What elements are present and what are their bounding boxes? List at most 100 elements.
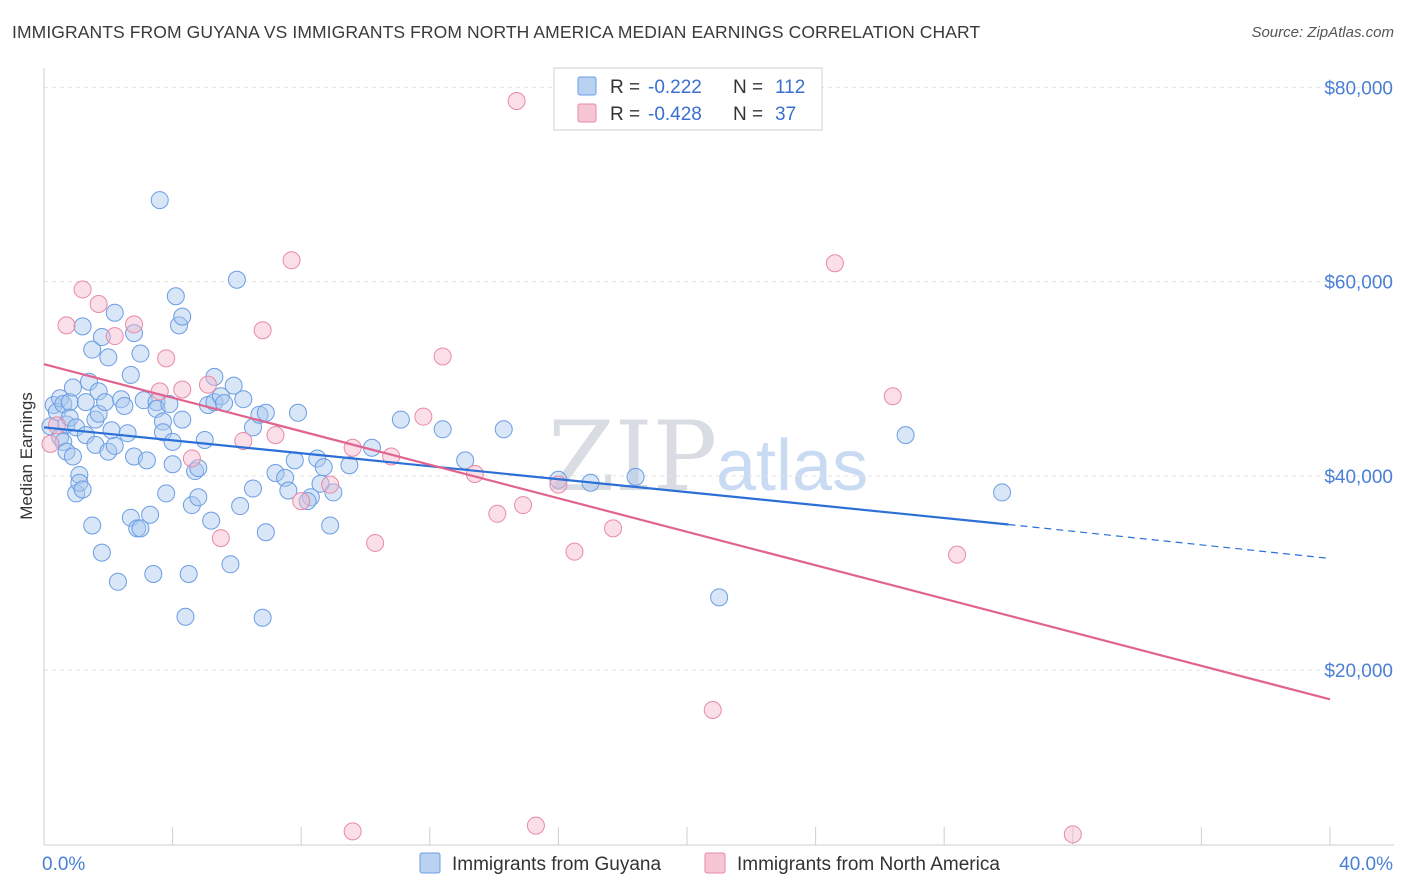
guyana-point-12 [63, 378, 82, 397]
north-america-point-27 [514, 496, 533, 515]
north-america-point-2 [57, 316, 76, 335]
guyana-point-70 [195, 430, 214, 449]
north-america-point-26 [507, 92, 526, 111]
north-america-point-23 [433, 347, 452, 366]
guyana-point-97 [321, 516, 340, 535]
guyana-point-36 [108, 572, 127, 591]
north-america-point-14 [253, 321, 272, 340]
guyana-point-60 [166, 287, 185, 306]
north-america-point-6 [125, 315, 144, 334]
north-america-point-0 [41, 434, 60, 453]
north-america-point-11 [198, 375, 217, 394]
legend-r-label-1: R = [610, 77, 640, 98]
guyana-point-78 [224, 376, 243, 395]
guyana-point-31 [99, 348, 118, 367]
series-north-america-points [41, 92, 1082, 844]
y-tick-label-2: $60,000 [1324, 273, 1393, 294]
guyana-point-34 [105, 436, 124, 455]
guyana-point-57 [160, 395, 179, 414]
y-tick-label-1: $40,000 [1324, 467, 1393, 488]
guyana-point-79 [227, 270, 246, 289]
stats-legend: R = -0.222 N = 112 R = -0.428 N = 37 [553, 67, 823, 131]
guyana-point-80 [231, 497, 250, 516]
guyana-point-77 [221, 555, 240, 574]
trend-line-guyana [43, 426, 1009, 526]
guyana-point-15 [70, 465, 89, 484]
guyana-point-72 [202, 511, 221, 530]
north-america-point-36 [526, 816, 545, 835]
bottom-legend-label-north-america: Immigrants from North America [737, 854, 1000, 875]
guyana-point-64 [176, 607, 195, 626]
legend-swatch-north-america [577, 103, 597, 123]
north-america-point-31 [703, 700, 722, 719]
guyana-point-29 [92, 543, 111, 562]
y-axis-label: Median Earnings [17, 392, 36, 520]
guyana-point-101 [391, 410, 410, 429]
north-america-point-30 [604, 519, 623, 538]
legend-n-value-1: 112 [775, 77, 805, 98]
north-america-point-22 [414, 407, 433, 426]
guyana-point-18 [73, 317, 92, 336]
guyana-point-65 [179, 565, 198, 584]
guyana-point-107 [626, 467, 645, 486]
bottom-legend-swatch-north-america [704, 852, 726, 874]
guyana-point-40 [121, 365, 140, 384]
guyana-point-109 [896, 426, 915, 445]
guyana-point-92 [288, 403, 307, 422]
guyana-point-39 [118, 424, 137, 443]
north-america-point-29 [565, 542, 584, 561]
legend-n-label-1: N = [733, 77, 763, 98]
guyana-point-48 [137, 451, 156, 470]
guyana-point-86 [256, 403, 275, 422]
trend-line-north-america [43, 363, 1331, 701]
guyana-point-23 [83, 516, 102, 535]
guyana-point-90 [279, 481, 298, 500]
guyana-point-68 [189, 488, 208, 507]
guyana-point-99 [340, 456, 359, 475]
north-america-point-34 [948, 545, 967, 564]
gridlines [44, 86, 1394, 671]
north-america-point-15 [266, 426, 285, 445]
y-tick-labels: $20,000 $40,000 $60,000 $80,000 [1324, 78, 1393, 682]
guyana-point-28 [92, 328, 111, 347]
guyana-point-27 [89, 382, 108, 401]
guyana-point-110 [993, 483, 1012, 502]
north-america-point-32 [825, 254, 844, 273]
north-america-point-19 [343, 438, 362, 457]
guyana-point-20 [76, 393, 95, 412]
guyana-point-45 [131, 344, 150, 363]
x-ticks [43, 827, 1331, 845]
guyana-point-46 [131, 519, 150, 538]
guyana-point-26 [89, 404, 108, 423]
north-america-point-10 [182, 449, 201, 468]
guyana-point-17 [73, 480, 92, 499]
guyana-point-56 [157, 484, 176, 503]
guyana-point-55 [153, 423, 172, 442]
series-legend: Immigrants from Guyana Immigrants from N… [419, 852, 1000, 875]
guyana-point-11 [63, 447, 82, 466]
series-guyana-points [41, 191, 1012, 627]
guyana-point-35 [105, 303, 124, 322]
north-america-point-20 [366, 533, 385, 552]
watermark-zip: ZIP [548, 401, 717, 513]
guyana-point-85 [253, 608, 272, 627]
legend-swatch-guyana [577, 76, 597, 96]
north-america-point-9 [173, 380, 192, 399]
guyana-point-111 [298, 492, 317, 511]
north-america-point-35 [343, 822, 362, 841]
guyana-point-59 [163, 455, 182, 474]
guyana-point-104 [494, 420, 513, 439]
guyana-point-96 [314, 458, 333, 477]
guyana-point-54 [153, 412, 172, 431]
bottom-legend-label-guyana: Immigrants from Guyana [452, 854, 661, 875]
legend-r-value-1: -0.222 [648, 77, 702, 98]
north-america-point-37 [1063, 825, 1082, 844]
guyana-point-30 [96, 393, 115, 412]
guyana-point-53 [150, 191, 169, 210]
guyana-point-49 [141, 505, 160, 524]
north-america-point-3 [73, 280, 92, 299]
guyana-point-87 [256, 523, 275, 542]
source-label: Source: ZipAtlas.com [1251, 24, 1394, 41]
north-america-point-7 [150, 382, 169, 401]
